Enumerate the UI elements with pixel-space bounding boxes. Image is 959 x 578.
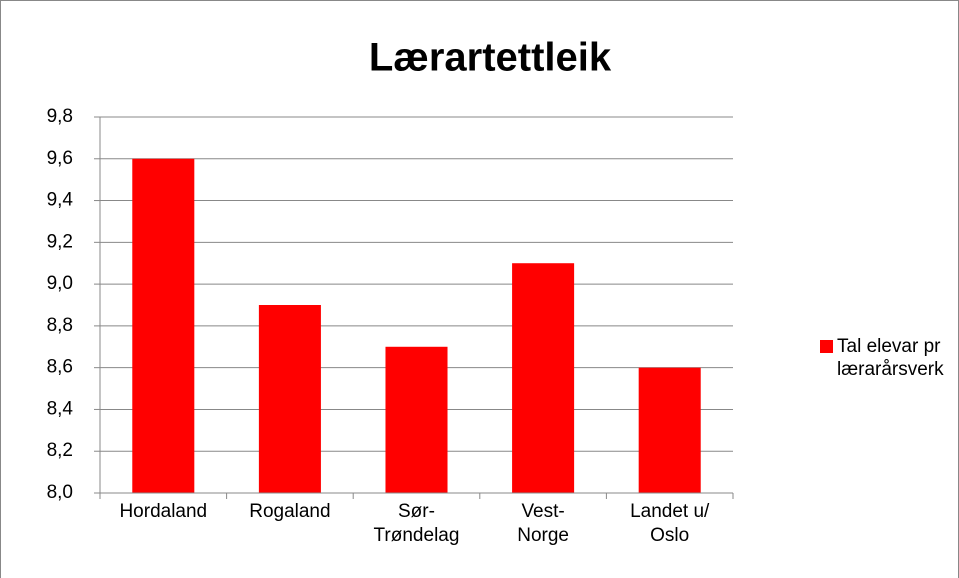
y-tick-label: 8,8 [47, 315, 73, 336]
x-tick-label-box: Hordaland [100, 500, 227, 524]
y-tick-label: 9,8 [47, 106, 73, 127]
x-tick-label: Vest-Norge [517, 501, 569, 546]
y-tick-label: 8,2 [47, 440, 73, 461]
y-tick-label: 9,2 [47, 231, 73, 252]
y-tick-label: 8,0 [47, 482, 73, 503]
x-tick-label-box: Sør-Trøndelag [353, 500, 480, 548]
x-tick-label: Rogaland [249, 501, 331, 522]
y-tick-label: 9,6 [47, 148, 73, 169]
x-tick-label-box: Vest-Norge [480, 500, 607, 548]
x-tick-label: Sør-Trøndelag [373, 501, 460, 546]
legend-swatch [820, 340, 833, 353]
legend: Tal elevar pr lærarårsverk [820, 335, 957, 381]
x-tick-label-box: Rogaland [227, 500, 354, 524]
legend-label: Tal elevar pr lærarårsverk [837, 336, 944, 380]
x-tick-label: Landet u/ Oslo [630, 501, 710, 546]
y-tick-label: 9,4 [47, 190, 74, 211]
bar [638, 367, 701, 493]
bar [132, 158, 195, 493]
bar [258, 305, 321, 493]
bar [512, 263, 575, 493]
chart-title: Lærartettleik [369, 36, 612, 80]
x-tick-label: Hordaland [119, 501, 208, 522]
y-tick-label: 8,6 [47, 357, 73, 378]
bar [385, 346, 448, 493]
y-tick-label: 9,0 [47, 273, 73, 294]
y-tick-label: 8,4 [47, 398, 74, 419]
x-tick-label-box: Landet u/ Oslo [606, 500, 733, 548]
